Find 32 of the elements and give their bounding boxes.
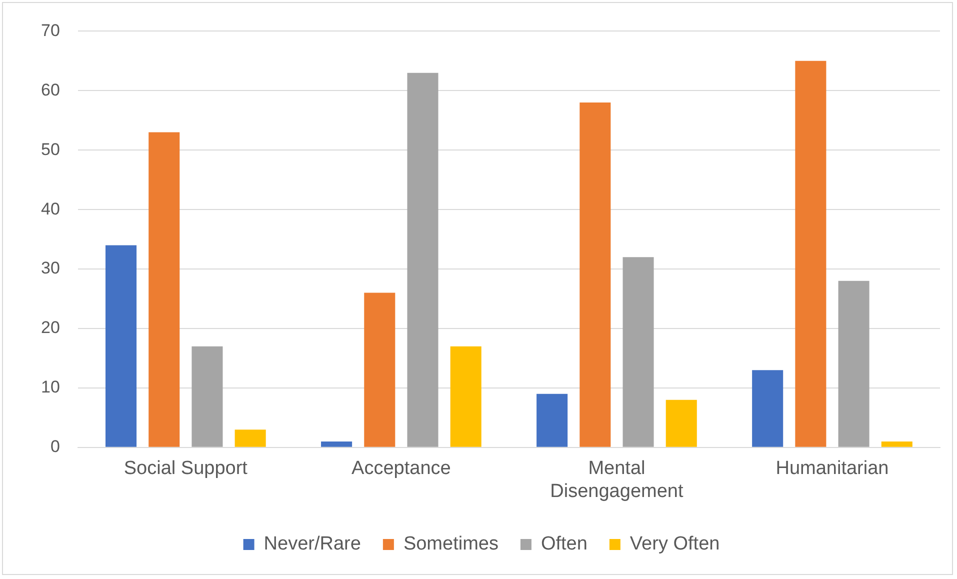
y-tick-label: 10	[40, 378, 60, 397]
legend-label: Often	[540, 534, 588, 555]
legend-label: Very Often	[630, 534, 720, 555]
x-tick-label: Humanitarian	[776, 458, 889, 480]
y-tick-label: 20	[40, 318, 60, 338]
bar	[148, 132, 180, 447]
y-tick-label: 0	[50, 437, 60, 456]
x-tick-label: Mental Disengagement	[550, 458, 684, 502]
bar	[838, 280, 870, 447]
y-tick-label: 40	[40, 199, 60, 218]
legend-label: Never/Rare	[264, 534, 361, 555]
bar	[450, 346, 482, 447]
bar	[536, 394, 568, 447]
bar	[666, 400, 697, 447]
bar	[881, 441, 912, 447]
legend-label: Sometimes	[403, 534, 498, 555]
y-tick-label: 60	[40, 80, 60, 100]
bar	[364, 292, 396, 447]
y-tick-label: 30	[40, 258, 60, 278]
bar	[622, 257, 654, 447]
bar	[752, 370, 784, 447]
bar	[580, 102, 611, 447]
bar	[105, 245, 137, 447]
bar	[234, 430, 266, 447]
y-tick-label: 50	[40, 140, 60, 159]
y-tick-label: 70	[40, 20, 60, 40]
bar	[192, 346, 223, 447]
x-tick-label: Acceptance	[352, 458, 451, 480]
bar	[321, 441, 352, 447]
x-tick-label: Social Support	[124, 458, 248, 480]
bar	[407, 72, 438, 447]
bar	[795, 60, 826, 447]
